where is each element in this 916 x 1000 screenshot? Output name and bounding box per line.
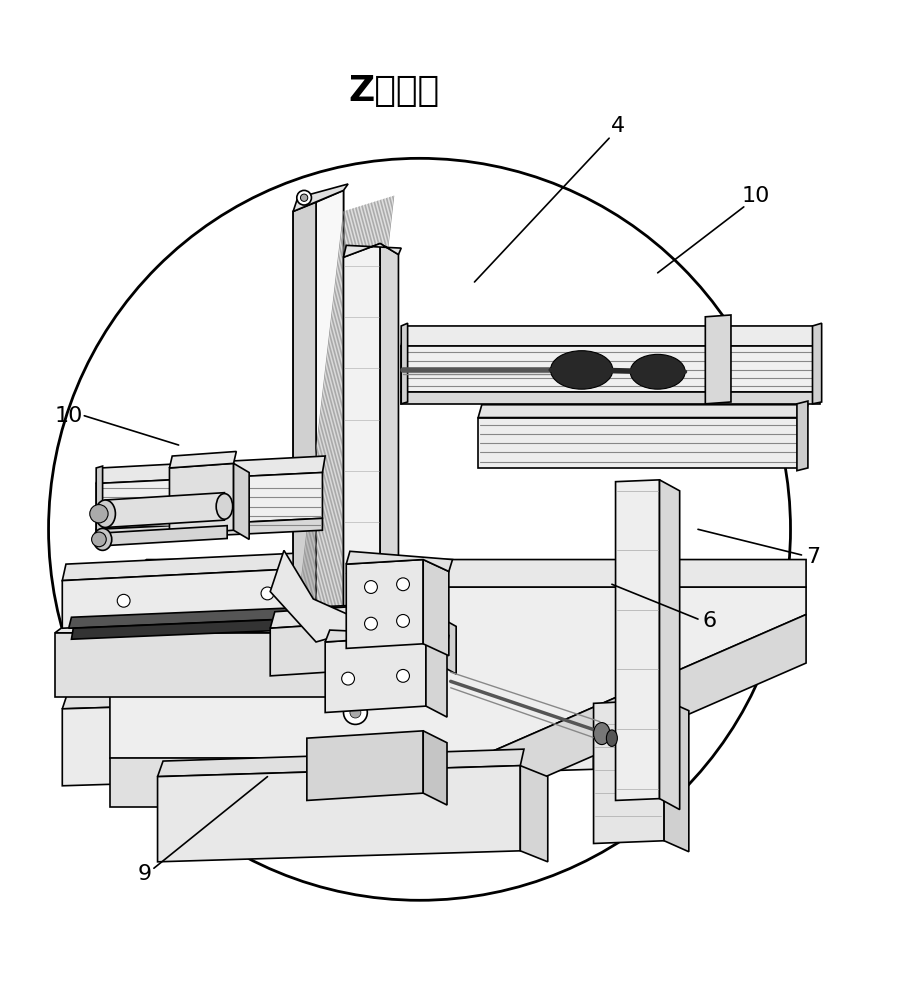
Polygon shape (812, 323, 822, 404)
Text: 7: 7 (806, 547, 821, 567)
Polygon shape (234, 463, 249, 539)
Polygon shape (270, 617, 440, 676)
Circle shape (90, 505, 108, 523)
Polygon shape (110, 587, 806, 758)
Circle shape (300, 194, 308, 201)
Text: 10: 10 (55, 406, 82, 426)
Text: 4: 4 (611, 116, 626, 136)
Polygon shape (307, 731, 423, 800)
Polygon shape (96, 456, 325, 484)
Polygon shape (158, 749, 524, 777)
Text: 10: 10 (742, 186, 769, 206)
Polygon shape (401, 392, 820, 404)
Polygon shape (270, 550, 348, 642)
Ellipse shape (216, 494, 233, 519)
Polygon shape (69, 605, 353, 628)
Polygon shape (426, 636, 447, 717)
Polygon shape (401, 346, 820, 392)
Polygon shape (105, 493, 224, 527)
Polygon shape (62, 566, 353, 628)
Polygon shape (158, 766, 520, 862)
Ellipse shape (630, 354, 685, 389)
Circle shape (365, 581, 377, 593)
Circle shape (92, 532, 106, 547)
Circle shape (344, 701, 367, 724)
Polygon shape (103, 526, 227, 546)
Polygon shape (96, 518, 322, 541)
Ellipse shape (95, 500, 115, 527)
Polygon shape (344, 244, 401, 257)
Circle shape (261, 587, 274, 600)
Polygon shape (346, 560, 423, 648)
Polygon shape (478, 418, 804, 468)
Polygon shape (169, 451, 236, 468)
Polygon shape (380, 244, 398, 637)
Polygon shape (344, 244, 380, 639)
Ellipse shape (606, 730, 617, 746)
Polygon shape (440, 617, 456, 674)
Ellipse shape (551, 351, 613, 389)
Polygon shape (476, 614, 806, 807)
Polygon shape (401, 323, 408, 404)
Polygon shape (594, 692, 621, 780)
Polygon shape (664, 700, 689, 852)
Polygon shape (71, 616, 354, 639)
Polygon shape (62, 550, 355, 581)
Polygon shape (55, 633, 366, 697)
Polygon shape (423, 731, 447, 805)
Polygon shape (110, 560, 806, 587)
Polygon shape (325, 630, 449, 647)
Polygon shape (169, 463, 234, 535)
Polygon shape (797, 401, 808, 471)
Polygon shape (325, 636, 426, 713)
Circle shape (297, 190, 311, 205)
Ellipse shape (594, 723, 610, 745)
Circle shape (397, 614, 409, 627)
Circle shape (397, 669, 409, 682)
Ellipse shape (93, 528, 112, 550)
Polygon shape (705, 315, 731, 404)
Polygon shape (96, 466, 103, 541)
Text: Z处放大: Z处放大 (348, 74, 440, 108)
Text: 6: 6 (703, 611, 717, 631)
Polygon shape (62, 676, 595, 709)
Circle shape (397, 578, 409, 591)
Polygon shape (293, 190, 344, 651)
Polygon shape (366, 605, 385, 697)
Polygon shape (62, 692, 594, 786)
Circle shape (117, 594, 130, 607)
Polygon shape (353, 566, 368, 621)
Polygon shape (96, 473, 322, 529)
Text: 9: 9 (137, 864, 152, 884)
Polygon shape (316, 190, 344, 642)
Polygon shape (401, 326, 820, 346)
Polygon shape (55, 605, 385, 633)
Polygon shape (423, 560, 449, 656)
Circle shape (365, 617, 377, 630)
Circle shape (350, 707, 361, 718)
Polygon shape (270, 601, 440, 628)
Polygon shape (660, 480, 680, 810)
Polygon shape (616, 480, 660, 800)
Polygon shape (293, 202, 316, 651)
Polygon shape (594, 700, 664, 843)
Polygon shape (293, 184, 348, 211)
Polygon shape (478, 405, 808, 418)
Circle shape (342, 672, 354, 685)
Polygon shape (520, 766, 548, 862)
Polygon shape (110, 758, 476, 807)
Polygon shape (346, 551, 453, 571)
